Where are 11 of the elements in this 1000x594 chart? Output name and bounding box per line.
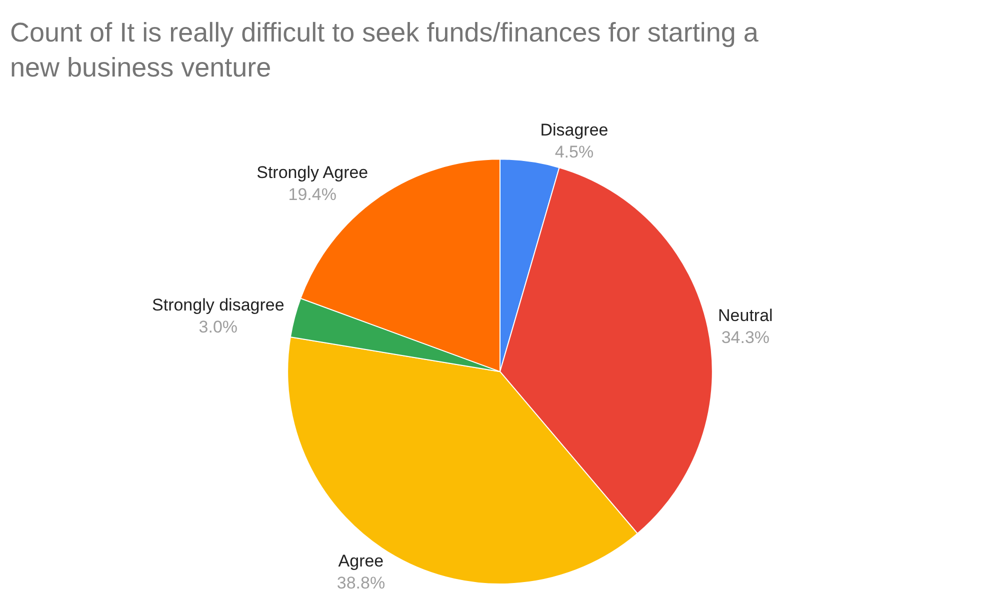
slice-label: Neutral <box>718 306 773 325</box>
data-label: 19.4% <box>288 185 336 204</box>
slice-label: Strongly disagree <box>152 296 284 315</box>
slice-label: Disagree <box>540 120 608 140</box>
data-label: 3.0% <box>198 318 238 337</box>
data-label: 4.5% <box>554 142 594 162</box>
chart-title: Count of It is really difficult to seek funds/finances for starting a new business venture <box>10 18 760 83</box>
data-label: 38.8% <box>336 574 386 593</box>
data-label: 34.3% <box>721 328 770 347</box>
slice-label: Agree <box>338 551 384 570</box>
slice-label: Strongly Agree <box>256 163 368 182</box>
